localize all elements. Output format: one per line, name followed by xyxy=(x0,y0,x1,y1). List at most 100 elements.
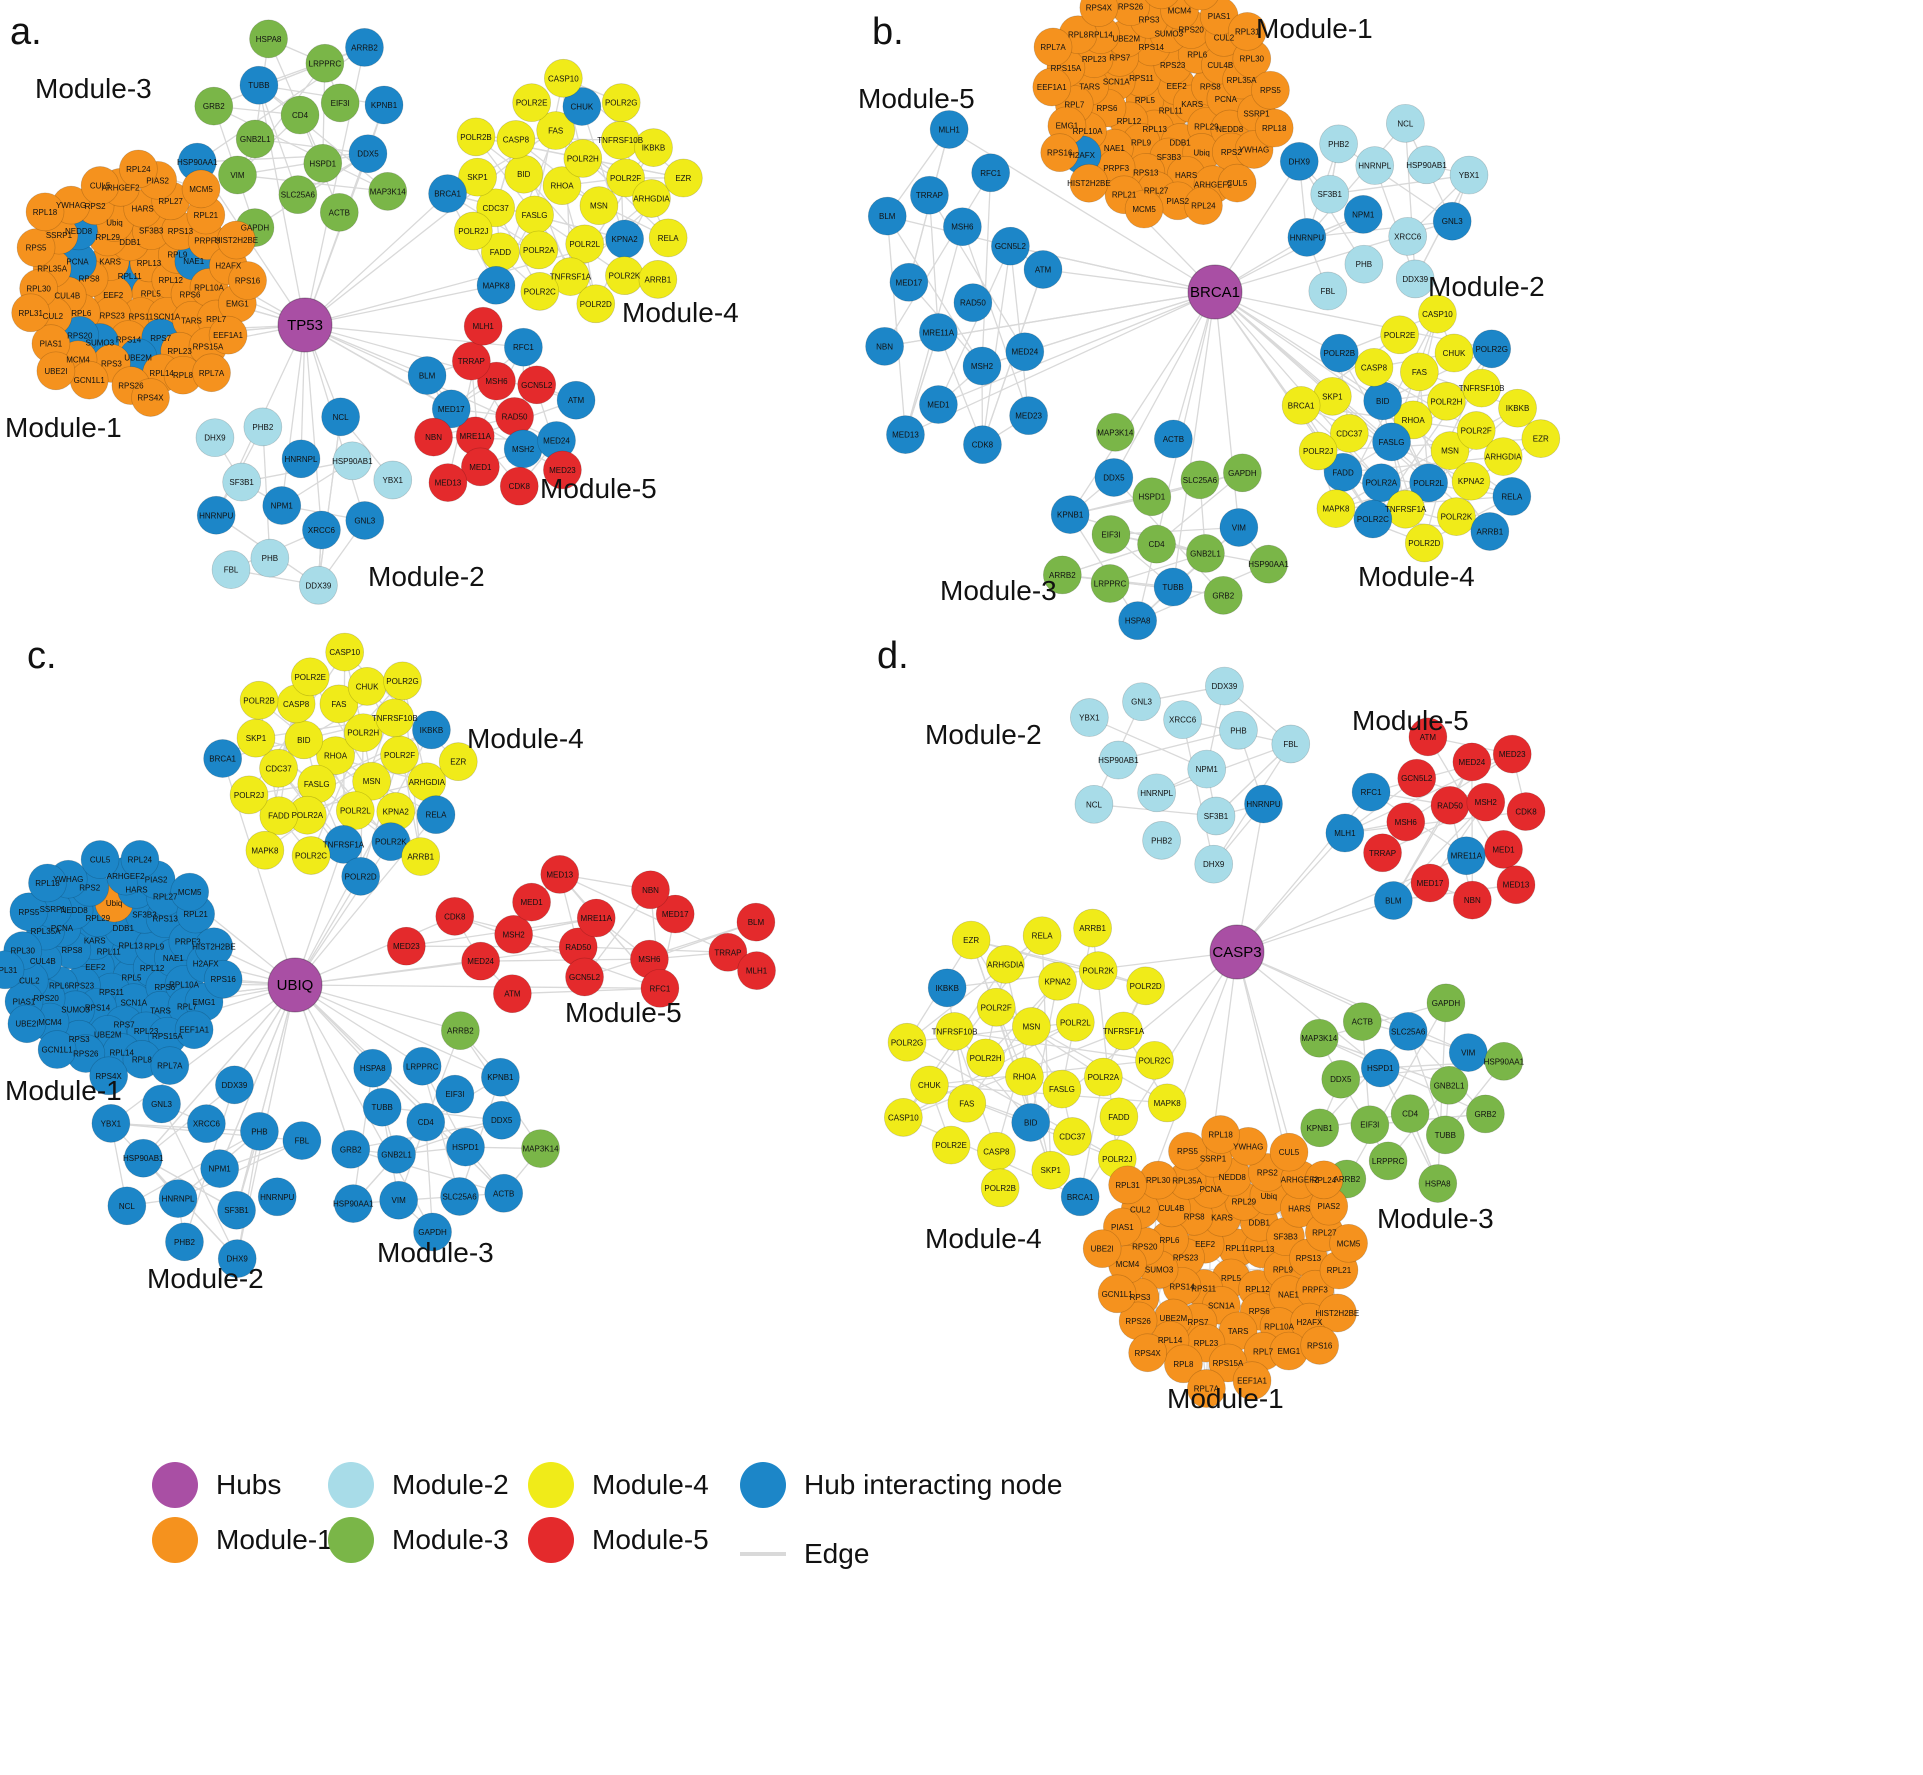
hub-edge xyxy=(1236,951,1381,1069)
legend-item-hubs: Hubs xyxy=(152,1462,281,1508)
hub-edge xyxy=(1042,268,1216,293)
hub-edge xyxy=(294,984,352,1150)
edge xyxy=(317,416,342,586)
edge xyxy=(1079,1076,1104,1197)
hub-edge xyxy=(1069,291,1216,515)
legend-label-module-1: Module-1 xyxy=(216,1524,333,1555)
hub-edge xyxy=(1113,291,1216,478)
edge xyxy=(1069,513,1206,555)
edge xyxy=(353,1192,504,1205)
gene-node xyxy=(520,272,560,311)
edge xyxy=(954,1030,1155,1061)
edge xyxy=(1382,801,1487,854)
edge xyxy=(584,921,757,978)
gene-node xyxy=(303,143,343,183)
legend-swatch-edge xyxy=(740,1552,786,1556)
hub-edge xyxy=(235,984,296,1211)
gene-node xyxy=(192,353,231,393)
legend-label-module-2: Module-2 xyxy=(392,1469,509,1500)
hub-edge xyxy=(1236,899,1394,953)
gene-node xyxy=(368,172,408,211)
gene-node xyxy=(319,192,359,232)
hub-edge xyxy=(281,324,306,506)
legend-item-edge: Edge xyxy=(740,1538,869,1570)
hub-edge xyxy=(1214,291,1384,402)
gene-node xyxy=(536,111,576,150)
legend-swatch-module-5 xyxy=(528,1517,574,1563)
edge xyxy=(884,172,992,347)
edge xyxy=(1319,1002,1447,1039)
gene-node xyxy=(562,87,602,126)
gene-node xyxy=(119,149,158,189)
legend-item-module-4: Module-4 xyxy=(528,1462,709,1508)
gene-node xyxy=(181,169,221,209)
edge xyxy=(886,216,907,435)
edge xyxy=(1405,753,1513,823)
hub-edge xyxy=(294,915,456,986)
edge xyxy=(581,106,626,240)
gene-node xyxy=(320,83,360,123)
gene-node xyxy=(11,293,51,333)
edge xyxy=(937,332,984,445)
legend-label-module-4: Module-4 xyxy=(592,1469,709,1500)
edge xyxy=(310,732,364,856)
legend-item-module-3: Module-3 xyxy=(328,1517,509,1563)
legend-label-module-3: Module-3 xyxy=(392,1524,509,1555)
edge xyxy=(981,246,1012,445)
hub-edge xyxy=(905,291,1216,436)
edge xyxy=(886,215,983,367)
gene-node xyxy=(565,224,605,264)
gene-node xyxy=(563,139,603,178)
edge xyxy=(937,245,1011,405)
gene-node xyxy=(579,186,619,226)
edge xyxy=(1089,716,1207,770)
edge xyxy=(981,172,992,367)
edge xyxy=(110,1122,260,1132)
legend-swatch-hub-interacting-node xyxy=(740,1462,786,1508)
hub-edge xyxy=(938,291,1216,406)
gene-node xyxy=(280,95,320,135)
legend-item-module-1: Module-1 xyxy=(152,1517,333,1563)
hub-edge xyxy=(1236,951,1469,1054)
edge xyxy=(1110,526,1239,536)
edge xyxy=(954,1031,1032,1123)
edge xyxy=(177,1139,303,1200)
gene-node xyxy=(634,128,673,167)
gene-node xyxy=(496,120,536,159)
gene-node xyxy=(519,230,559,270)
legend-item-hub-interacting-node: Hub interacting node xyxy=(740,1462,1062,1508)
edge xyxy=(258,84,385,106)
gene-node xyxy=(194,86,234,126)
hub-edge xyxy=(294,984,501,1078)
hub-edge xyxy=(142,984,296,1159)
hub-edge xyxy=(294,984,461,1032)
hub-edge xyxy=(110,984,296,1124)
gene-node xyxy=(364,85,404,125)
edge xyxy=(961,226,1030,416)
edge xyxy=(1118,729,1239,761)
hub-edge xyxy=(1214,213,1364,293)
legend-label-module-5: Module-5 xyxy=(592,1524,709,1555)
hub-edge xyxy=(294,729,433,986)
hub-edge xyxy=(219,984,296,1169)
hub-edge xyxy=(304,193,449,326)
edge xyxy=(1346,1002,1447,1180)
gene-node xyxy=(208,315,248,355)
node-layer xyxy=(0,0,1561,1408)
hub-edge xyxy=(294,960,481,986)
gene-node xyxy=(25,192,65,232)
edge xyxy=(1306,220,1453,239)
edge xyxy=(1319,1030,1409,1129)
edge xyxy=(1137,526,1240,622)
edge xyxy=(1306,122,1406,238)
gene-node xyxy=(228,261,267,300)
hub-edge xyxy=(304,105,583,326)
gene-node xyxy=(278,175,318,215)
hub-edge xyxy=(304,324,323,531)
legend-label-hubs: Hubs xyxy=(216,1469,282,1500)
edge xyxy=(928,195,940,333)
gene-node xyxy=(542,166,582,205)
edge xyxy=(966,980,1059,1104)
hub-edge xyxy=(304,284,497,326)
